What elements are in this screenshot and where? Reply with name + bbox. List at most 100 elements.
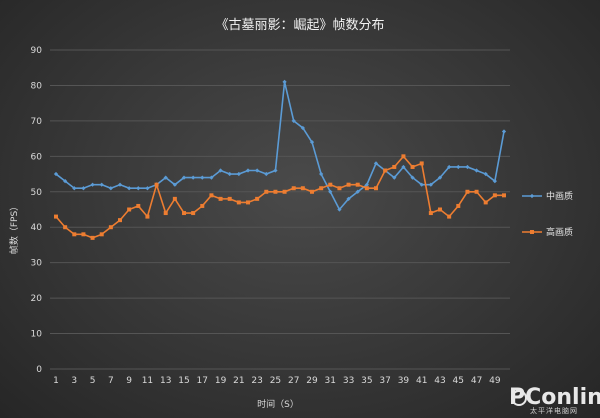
data-point	[145, 186, 150, 191]
y-tick-label: 20	[31, 294, 43, 304]
data-point	[374, 186, 378, 191]
y-tick-label: 40	[31, 223, 43, 233]
data-point	[127, 207, 132, 212]
x-tick-label: 5	[90, 376, 96, 386]
data-point	[127, 186, 132, 191]
data-point	[291, 186, 296, 191]
data-point	[236, 200, 241, 205]
data-point	[401, 154, 406, 159]
data-point	[117, 182, 123, 187]
data-point	[410, 164, 415, 169]
y-tick-label: 50	[31, 188, 43, 198]
x-tick-label: 49	[489, 376, 501, 386]
data-point	[72, 232, 77, 237]
data-point	[328, 189, 333, 194]
x-tick-label: 43	[434, 376, 445, 386]
data-point	[437, 175, 443, 180]
x-tick-label: 9	[126, 376, 132, 386]
data-point	[63, 225, 68, 230]
legend-marker	[529, 193, 535, 199]
data-point	[465, 164, 470, 170]
series-2	[54, 154, 506, 240]
data-point	[136, 186, 141, 191]
data-point	[255, 168, 260, 173]
data-point	[438, 207, 442, 212]
data-point	[383, 168, 388, 173]
data-point	[145, 214, 150, 219]
watermark: PConline 太平洋电脑网	[509, 385, 600, 415]
data-point	[364, 182, 369, 187]
data-point	[419, 182, 424, 187]
data-point	[337, 207, 342, 212]
data-point	[108, 186, 113, 191]
data-point	[200, 203, 205, 208]
data-point	[264, 171, 269, 177]
x-tick-label: 23	[251, 376, 262, 386]
x-tick-label: 1	[53, 376, 59, 386]
data-point	[246, 200, 250, 205]
x-tick-label: 13	[160, 376, 171, 386]
legend-item: 中画质	[522, 190, 573, 202]
data-point	[54, 214, 58, 219]
data-point	[419, 161, 424, 166]
x-tick-label: 33	[343, 376, 354, 386]
data-point	[392, 164, 397, 169]
x-tick-label: 27	[288, 376, 299, 386]
y-tick-label: 90	[31, 46, 43, 56]
data-point	[99, 232, 104, 237]
y-tick-label: 60	[31, 152, 43, 162]
data-point	[181, 175, 187, 180]
data-point	[209, 193, 214, 198]
y-axis-label: 帧数（FPS）	[8, 202, 20, 254]
legend-label: 高画质	[546, 226, 573, 238]
data-point	[154, 182, 159, 187]
data-point	[273, 189, 278, 194]
data-point	[346, 182, 351, 187]
x-axis-ticks: 1 3 5 7 9 11 13 15 17 19 21 23 25 27 29 31 33 35 37 39 41 43 4…	[53, 376, 501, 386]
data-point	[163, 211, 168, 216]
x-tick-label: 19	[215, 376, 227, 386]
data-point	[72, 186, 77, 191]
watermark-brand: PConline	[509, 385, 600, 410]
x-tick-label: 45	[453, 376, 464, 386]
series-line	[55, 155, 504, 239]
data-point	[236, 171, 241, 177]
data-point	[218, 168, 223, 173]
data-point	[172, 196, 177, 201]
x-tick-label: 3	[71, 376, 77, 386]
data-point	[355, 189, 360, 194]
data-point	[456, 203, 461, 208]
data-point	[136, 203, 141, 208]
y-tick-label: 10	[31, 330, 43, 340]
data-point	[191, 175, 196, 180]
x-tick-label: 25	[270, 376, 281, 386]
chart-title: 《古墓丽影：崛起》帧数分布	[215, 18, 384, 33]
legend-marker	[530, 230, 534, 234]
series-1	[53, 79, 507, 212]
data-point	[282, 79, 287, 85]
data-point	[483, 200, 488, 205]
data-point	[282, 189, 287, 194]
data-point	[401, 164, 406, 170]
data-point	[502, 193, 506, 198]
data-point	[328, 182, 333, 187]
data-point	[310, 189, 314, 194]
data-point	[255, 196, 260, 201]
data-point	[182, 211, 186, 216]
x-tick-label: 17	[197, 376, 208, 386]
data-point	[465, 189, 470, 194]
data-point	[81, 232, 86, 237]
data-point	[90, 182, 95, 187]
y-tick-label: 70	[31, 117, 43, 127]
data-point	[483, 171, 488, 177]
x-axis-label: 时间（S）	[257, 398, 299, 410]
y-tick-label: 80	[31, 81, 43, 91]
series-layer	[53, 79, 507, 240]
data-point	[300, 186, 305, 191]
data-point	[492, 179, 497, 184]
data-point	[501, 129, 507, 134]
data-point	[428, 182, 433, 187]
data-point	[355, 182, 360, 187]
